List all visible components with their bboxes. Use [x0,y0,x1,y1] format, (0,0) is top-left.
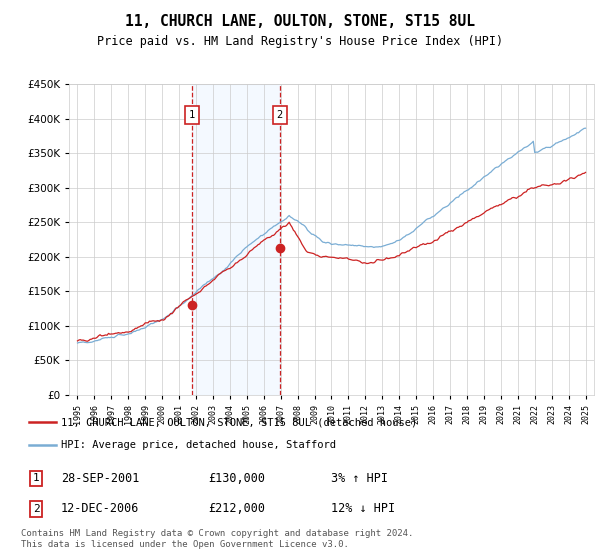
Text: 1: 1 [188,110,195,120]
Text: 12% ↓ HPI: 12% ↓ HPI [331,502,395,515]
Text: 11, CHURCH LANE, OULTON, STONE, ST15 8UL (detached house): 11, CHURCH LANE, OULTON, STONE, ST15 8UL… [61,417,418,427]
Text: Contains HM Land Registry data © Crown copyright and database right 2024.
This d: Contains HM Land Registry data © Crown c… [21,529,413,549]
Text: 3% ↑ HPI: 3% ↑ HPI [331,472,388,485]
Text: 2: 2 [33,504,40,514]
Text: 1: 1 [33,473,40,483]
Text: £212,000: £212,000 [208,502,265,515]
Bar [192,84,280,395]
Text: 28-SEP-2001: 28-SEP-2001 [61,472,139,485]
Text: 12-DEC-2006: 12-DEC-2006 [61,502,139,515]
Text: 11, CHURCH LANE, OULTON, STONE, ST15 8UL: 11, CHURCH LANE, OULTON, STONE, ST15 8UL [125,14,475,29]
Text: HPI: Average price, detached house, Stafford: HPI: Average price, detached house, Staf… [61,440,336,450]
Text: 2: 2 [277,110,283,120]
Text: Price paid vs. HM Land Registry's House Price Index (HPI): Price paid vs. HM Land Registry's House … [97,35,503,48]
Text: £130,000: £130,000 [208,472,265,485]
